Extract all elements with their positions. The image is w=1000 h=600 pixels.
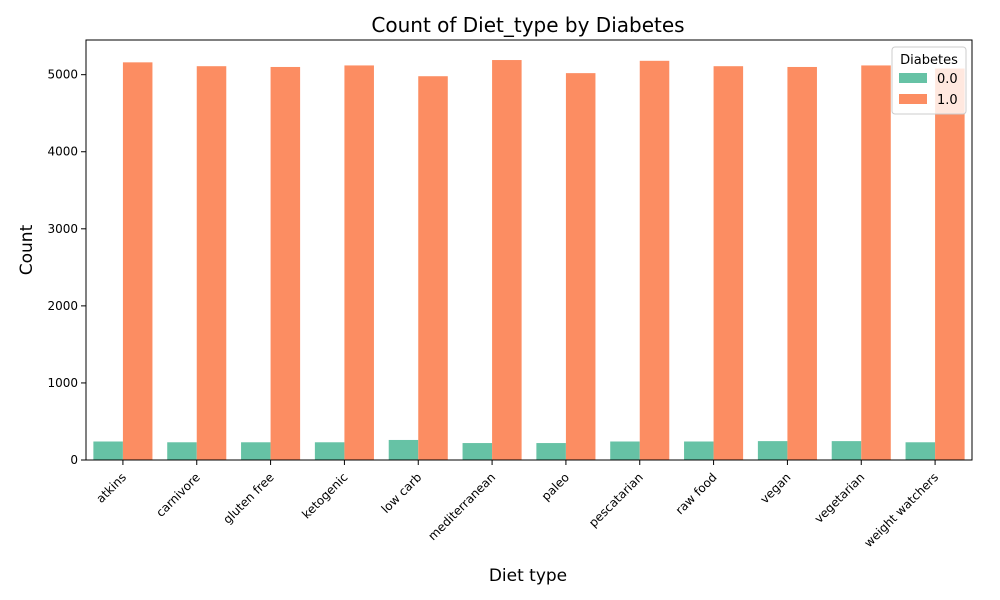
bar-1_0-paleo bbox=[565, 73, 596, 460]
x-tick-label: low carb bbox=[379, 470, 425, 516]
bar-1_0-carnivore bbox=[196, 66, 227, 460]
legend-title: Diabetes bbox=[900, 53, 958, 68]
bar-0_0-ketogenic bbox=[314, 442, 345, 460]
x-tick-label: mediterranean bbox=[425, 470, 498, 543]
x-tick-label: pescatarian bbox=[586, 470, 646, 530]
bar-0_0-weight-watchers bbox=[905, 442, 936, 460]
bar-0_0-vegetarian bbox=[831, 441, 862, 460]
x-tick-label: carnivore bbox=[153, 470, 203, 520]
bar-0_0-low-carb bbox=[388, 439, 419, 460]
bar-1_0-low-carb bbox=[418, 76, 448, 460]
legend: Diabetes 0.0 1.0 bbox=[891, 46, 967, 115]
bar-1_0-vegan bbox=[787, 66, 817, 460]
x-tick-label: paleo bbox=[539, 470, 572, 503]
x-tick-label: ketogenic bbox=[299, 470, 350, 521]
bar-1_0-ketogenic bbox=[344, 65, 374, 461]
bar-0_0-atkins bbox=[93, 441, 123, 460]
bar-0_0-raw-food bbox=[684, 441, 714, 460]
bar-0_0-gluten-free bbox=[241, 442, 271, 460]
y-tick-label: 0 bbox=[70, 453, 78, 467]
legend-label-0_0: 0.0 bbox=[937, 72, 958, 87]
bar-0_0-pescatarian bbox=[610, 441, 640, 460]
bar-1_0-mediterranean bbox=[492, 60, 522, 460]
y-tick-label: 2000 bbox=[47, 299, 78, 313]
bar-0_0-mediterranean bbox=[462, 443, 493, 460]
y-tick-label: 1000 bbox=[47, 376, 78, 390]
bar-0_0-paleo bbox=[536, 443, 566, 460]
x-tick-label: gluten free bbox=[220, 470, 276, 526]
x-tick-label: weight watchers bbox=[861, 470, 941, 550]
bars-group bbox=[93, 60, 965, 461]
chart-title: Count of Diet_type by Diabetes bbox=[371, 13, 684, 37]
plot-frame bbox=[85, 39, 973, 461]
bar-1_0-weight-watchers bbox=[935, 68, 965, 460]
bar-1_0-atkins bbox=[122, 62, 153, 460]
bar-0_0-vegan bbox=[757, 441, 788, 460]
y-tick-label: 3000 bbox=[47, 222, 78, 236]
bar-1_0-raw-food bbox=[713, 66, 744, 460]
legend-label-1_0: 1.0 bbox=[937, 93, 958, 108]
bar-0_0-carnivore bbox=[167, 442, 197, 460]
x-tick-label: vegan bbox=[757, 470, 793, 506]
bar-1_0-gluten-free bbox=[270, 66, 301, 460]
x-tick-label: atkins bbox=[94, 470, 129, 505]
legend-swatch-0_0 bbox=[899, 73, 927, 83]
y-tick-label: 5000 bbox=[47, 68, 78, 82]
x-tick-label: vegetarian bbox=[812, 470, 868, 526]
x-tick-label: raw food bbox=[673, 470, 720, 517]
legend-swatch-1_0 bbox=[899, 94, 927, 104]
bar-1_0-vegetarian bbox=[861, 65, 891, 461]
y-tick-label: 4000 bbox=[47, 145, 78, 159]
bar-1_0-pescatarian bbox=[639, 60, 670, 461]
x-axis-label: Diet type bbox=[489, 566, 567, 586]
y-axis-label: Count bbox=[17, 224, 37, 275]
